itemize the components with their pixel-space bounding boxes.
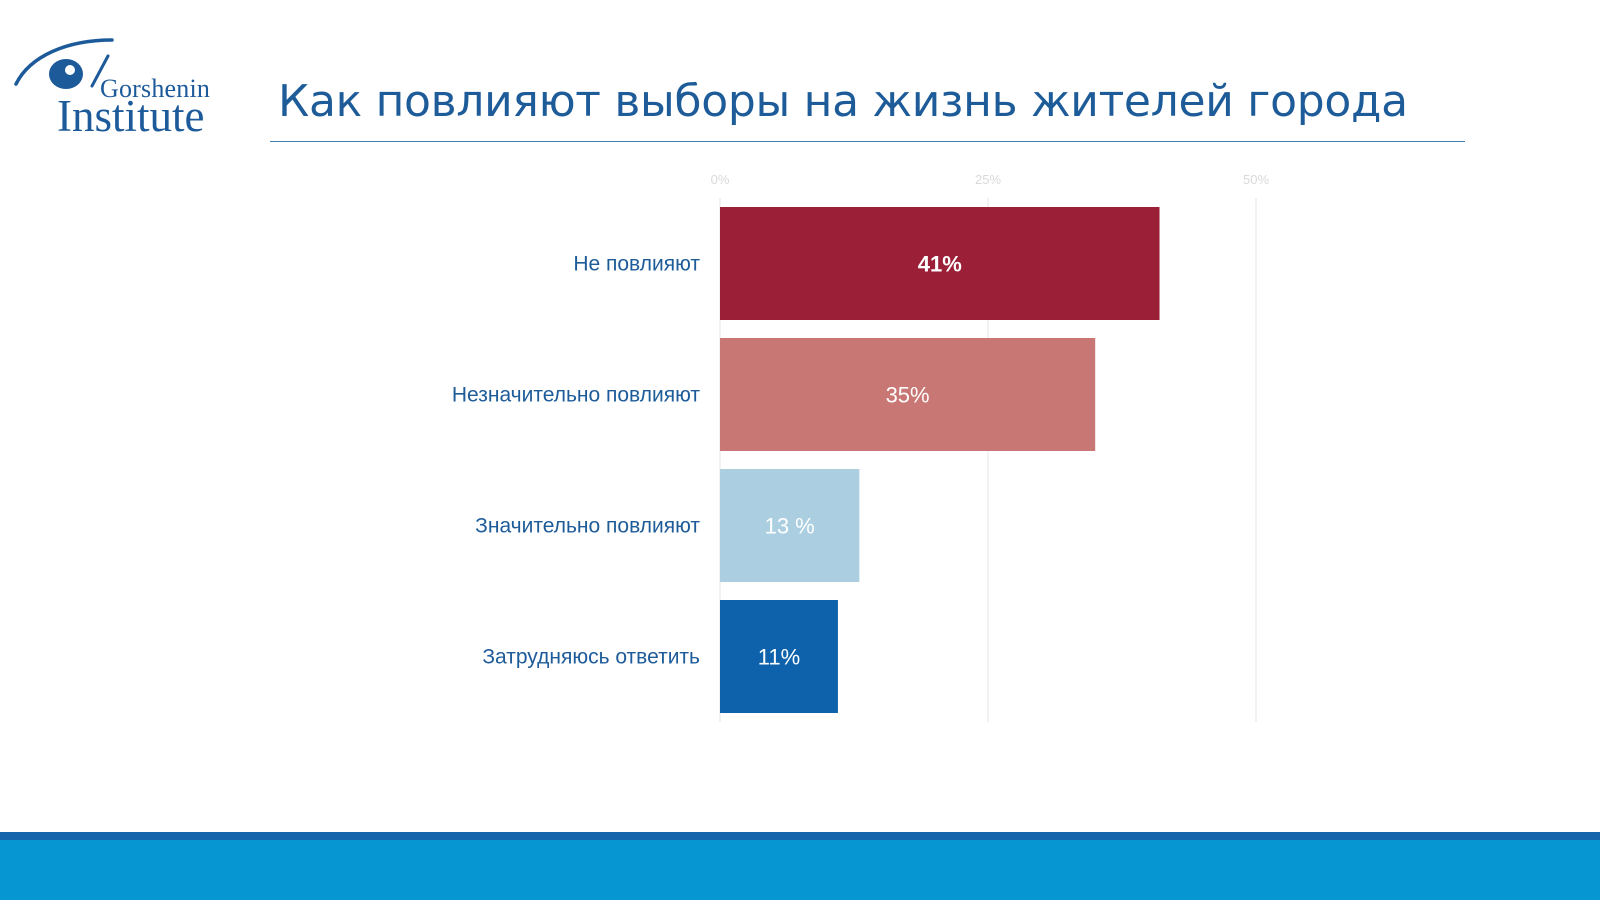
gorshenin-logo: Gorshenin Institute <box>12 34 242 144</box>
logo-text-institute: Institute <box>57 91 205 141</box>
x-tick-label: 50% <box>1243 172 1269 187</box>
data-label: 41% <box>918 252 962 277</box>
bar <box>720 469 860 582</box>
category-label: Не повлияют <box>573 253 700 276</box>
bar <box>720 338 1096 451</box>
category-label: Затрудняюсь ответить <box>482 646 700 669</box>
data-label: 13 % <box>765 514 815 539</box>
bar <box>720 600 838 713</box>
title-divider <box>270 141 1465 142</box>
page-title: Как повлияют выборы на жизнь жителей гор… <box>278 76 1408 127</box>
logo-text-gorshenin: Gorshenin <box>100 74 211 103</box>
footer-bar <box>0 840 1600 900</box>
bar <box>720 207 1160 320</box>
x-tick-label: 25% <box>975 172 1001 187</box>
category-label: Незначительно повлияют <box>452 384 701 407</box>
data-label: 11% <box>758 645 800 670</box>
category-label: Значительно повлияют <box>475 515 700 538</box>
footer-stripe <box>0 832 1600 840</box>
eye-icon <box>14 38 114 89</box>
x-tick-label: 0% <box>711 172 730 187</box>
data-label: 35% <box>886 383 930 408</box>
